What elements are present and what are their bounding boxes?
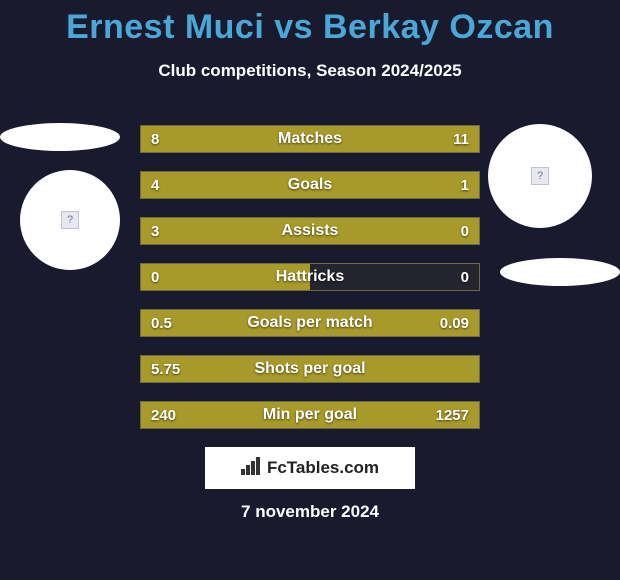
stat-value-right: 1 <box>461 172 469 198</box>
decorative-ellipse-right-bottom <box>500 258 620 286</box>
chart-icon <box>241 457 263 480</box>
stat-value-right: 0.09 <box>440 310 469 336</box>
subtitle: Club competitions, Season 2024/2025 <box>0 61 620 81</box>
stat-value-right: 0 <box>461 218 469 244</box>
stat-value-left: 240 <box>151 402 176 428</box>
stat-row: 8Matches11 <box>140 125 480 153</box>
stat-value-left: 5.75 <box>151 356 180 382</box>
stat-value-left: 0.5 <box>151 310 172 336</box>
stat-value-left: 4 <box>151 172 159 198</box>
stat-row: 0.5Goals per match0.09 <box>140 309 480 337</box>
comparison-bars: 8Matches11 4Goals1 3Assists0 0Hattricks0 0.5… <box>140 125 480 447</box>
stat-row: 0Hattricks0 <box>140 263 480 291</box>
page-title: Ernest Muci vs Berkay Ozcan <box>0 0 620 47</box>
stat-value-right: 0 <box>461 264 469 290</box>
logo-text: FcTables.com <box>267 458 379 478</box>
bar-fill-left <box>141 264 310 290</box>
bar-fill-left <box>141 126 276 152</box>
bar-fill-left <box>141 310 418 336</box>
player-left-avatar: ? <box>20 170 120 270</box>
stat-value-right: 11 <box>453 126 469 152</box>
date-line: 7 november 2024 <box>0 502 620 522</box>
fctables-logo: FcTables.com <box>205 447 415 489</box>
stat-value-left: 0 <box>151 264 159 290</box>
stat-value-left: 3 <box>151 218 159 244</box>
bar-fill-right <box>276 126 479 152</box>
bar-fill-left <box>141 356 479 382</box>
stat-row: 240Min per goal1257 <box>140 401 480 429</box>
bar-fill-left <box>141 402 479 428</box>
stat-value-left: 8 <box>151 126 159 152</box>
stat-value-right: 1257 <box>436 402 469 428</box>
avatar-placeholder-icon: ? <box>61 211 79 229</box>
avatar-placeholder-icon: ? <box>531 167 549 185</box>
player-right-avatar: ? <box>488 124 592 228</box>
stat-row: 4Goals1 <box>140 171 480 199</box>
decorative-ellipse-left-top <box>0 123 120 151</box>
stat-row: 5.75Shots per goal <box>140 355 480 383</box>
bar-fill-left <box>141 218 479 244</box>
stat-row: 3Assists0 <box>140 217 480 245</box>
bar-fill-left <box>141 172 405 198</box>
